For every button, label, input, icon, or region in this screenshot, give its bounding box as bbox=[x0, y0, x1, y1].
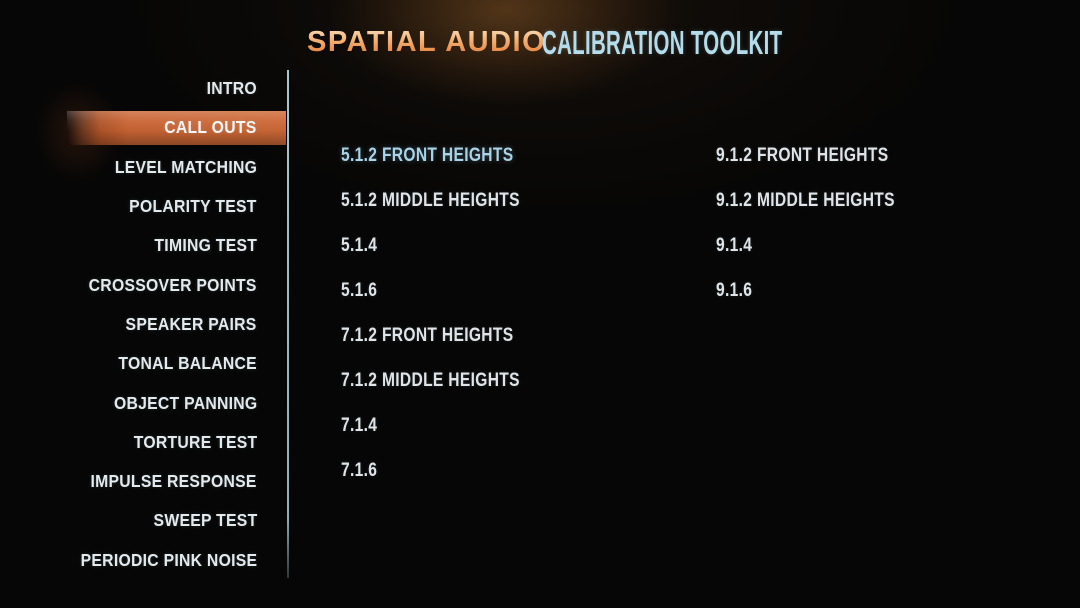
sidebar-item-label: TIMING TEST bbox=[154, 235, 257, 256]
callout-item-5-1-2-front-heights[interactable]: 5.1.2 FRONT HEIGHTS bbox=[341, 134, 559, 179]
sidebar-item-call-outs[interactable]: CALL OUTS bbox=[0, 108, 288, 147]
callout-column-right: 9.1.2 FRONT HEIGHTS 9.1.2 MIDDLE HEIGHTS 9… bbox=[716, 134, 934, 314]
sidebar-item-label: CROSSOVER POINTS bbox=[89, 274, 257, 295]
callout-item-7-1-4[interactable]: 7.1.4 bbox=[341, 403, 559, 448]
callout-item-5-1-2-middle-heights[interactable]: 5.1.2 MIDDLE HEIGHTS bbox=[341, 179, 559, 224]
sidebar-item-label: POLARITY TEST bbox=[129, 196, 257, 217]
sidebar-item-label: SWEEP TEST bbox=[153, 510, 257, 531]
sidebar-item-label: PERIODIC PINK NOISE bbox=[80, 549, 257, 570]
sidebar-item-crossover-points[interactable]: CROSSOVER POINTS bbox=[0, 265, 288, 304]
sidebar-item-polarity-test[interactable]: POLARITY TEST bbox=[0, 187, 288, 226]
sidebar-menu: INTRO CALL OUTS LEVEL MATCHING POLARITY TES… bbox=[0, 69, 288, 580]
sidebar-divider bbox=[287, 70, 289, 578]
sidebar-item-label: TONAL BALANCE bbox=[118, 353, 257, 374]
sidebar-item-torture-test[interactable]: TORTURE TEST bbox=[0, 423, 288, 462]
sidebar-item-impulse-response[interactable]: IMPULSE RESPONSE bbox=[0, 462, 288, 501]
sidebar-item-label: SPEAKER PAIRS bbox=[125, 313, 257, 334]
callout-item-label: 9.1.4 bbox=[716, 235, 753, 257]
callout-item-9-1-4[interactable]: 9.1.4 bbox=[716, 224, 934, 269]
callout-item-label: 7.1.6 bbox=[341, 459, 378, 481]
sidebar-item-periodic-pink-noise[interactable]: PERIODIC PINK NOISE bbox=[0, 541, 288, 580]
callout-item-label: 9.1.6 bbox=[716, 280, 753, 302]
sidebar-item-label: OBJECT PANNING bbox=[113, 392, 257, 413]
callout-column-left: 5.1.2 FRONT HEIGHTS 5.1.2 MIDDLE HEIGHTS 5… bbox=[341, 134, 559, 493]
callout-item-label: 5.1.2 FRONT HEIGHTS bbox=[341, 145, 514, 167]
callout-item-9-1-2-middle-heights[interactable]: 9.1.2 MIDDLE HEIGHTS bbox=[716, 179, 934, 224]
sidebar-item-label: TORTURE TEST bbox=[133, 431, 257, 452]
callout-item-label: 5.1.2 MIDDLE HEIGHTS bbox=[341, 190, 520, 212]
sidebar-item-timing-test[interactable]: TIMING TEST bbox=[0, 226, 288, 265]
sidebar-item-intro[interactable]: INTRO bbox=[0, 69, 288, 108]
sidebar-item-level-matching[interactable]: LEVEL MATCHING bbox=[0, 148, 288, 187]
callout-item-label: 7.1.2 MIDDLE HEIGHTS bbox=[341, 369, 520, 391]
sidebar-item-sweep-test[interactable]: SWEEP TEST bbox=[0, 501, 288, 540]
app-title-secondary: CALIBRATION TOOLKIT bbox=[542, 24, 783, 61]
sidebar-item-object-panning[interactable]: OBJECT PANNING bbox=[0, 383, 288, 422]
callout-item-label: 9.1.2 MIDDLE HEIGHTS bbox=[716, 190, 895, 212]
sidebar-item-label: LEVEL MATCHING bbox=[114, 156, 257, 177]
app-title-primary: SPATIAL AUDIO bbox=[307, 26, 547, 58]
sidebar-item-label: INTRO bbox=[206, 78, 257, 99]
callout-item-9-1-6[interactable]: 9.1.6 bbox=[716, 269, 934, 314]
callout-item-9-1-2-front-heights[interactable]: 9.1.2 FRONT HEIGHTS bbox=[716, 134, 934, 179]
callout-item-label: 7.1.4 bbox=[341, 414, 378, 436]
sidebar-item-label: IMPULSE RESPONSE bbox=[90, 471, 257, 492]
sidebar-item-label: CALL OUTS bbox=[164, 117, 257, 138]
callout-item-label: 9.1.2 FRONT HEIGHTS bbox=[716, 145, 889, 167]
sidebar-item-tonal-balance[interactable]: TONAL BALANCE bbox=[0, 344, 288, 383]
sidebar-item-speaker-pairs[interactable]: SPEAKER PAIRS bbox=[0, 305, 288, 344]
callout-item-label: 7.1.2 FRONT HEIGHTS bbox=[341, 325, 514, 346]
callout-item-7-1-6[interactable]: 7.1.6 bbox=[341, 448, 559, 493]
callout-item-7-1-2-front-heights[interactable]: 7.1.2 FRONT HEIGHTS bbox=[341, 314, 559, 359]
callout-item-5-1-4[interactable]: 5.1.4 bbox=[341, 224, 559, 269]
callout-item-label: 5.1.6 bbox=[341, 280, 378, 302]
callout-item-5-1-6[interactable]: 5.1.6 bbox=[341, 269, 559, 314]
callout-item-7-1-2-middle-heights[interactable]: 7.1.2 MIDDLE HEIGHTS bbox=[341, 358, 559, 403]
callout-item-label: 5.1.4 bbox=[341, 235, 378, 257]
